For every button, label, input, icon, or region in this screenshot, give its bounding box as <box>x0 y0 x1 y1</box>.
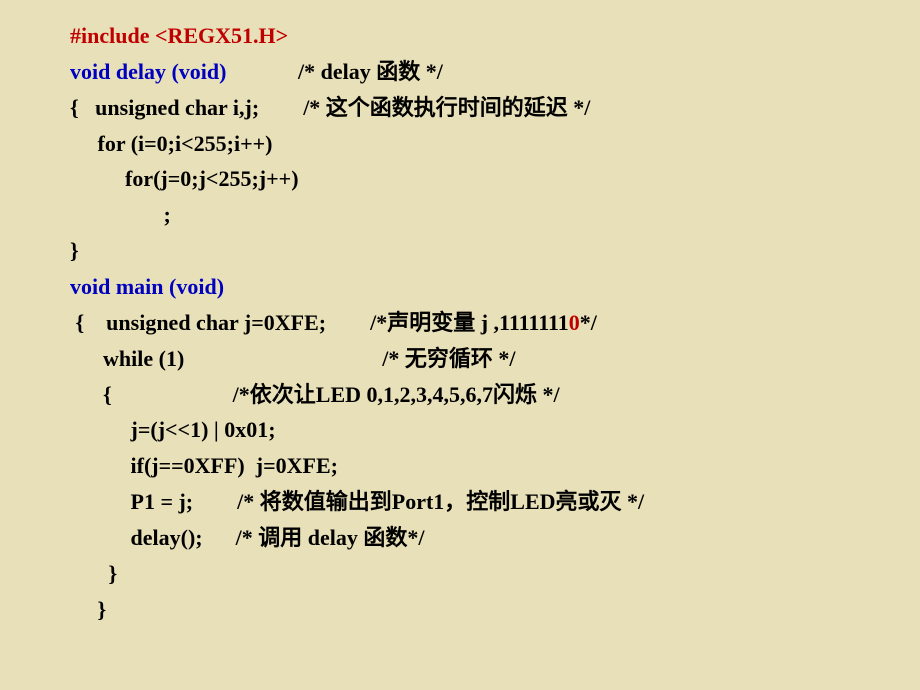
code-line-8: void main (void) <box>70 269 920 305</box>
for-j: for(j=0;j<255;j++) <box>70 166 299 191</box>
code-line-4: for (i=0;i<255;i++) <box>70 126 920 162</box>
close-brace-delay: } <box>70 238 79 263</box>
code-line-16: } <box>70 556 920 592</box>
delay-body-comment: /* 这个函数执行时间的延迟 */ <box>303 95 590 120</box>
code-line-1: #include <REGX51.H> <box>70 18 920 54</box>
led-seq-comment: /*依次让LED 0,1,2,3,4,5,6,7闪烁 */ <box>233 382 560 407</box>
if-reset: if(j==0XFF) j=0XFE; <box>70 453 338 478</box>
code-line-9: { unsigned char j=0XFE; /*声明变量 j ,111111… <box>70 305 920 341</box>
code-line-6: ; <box>70 197 920 233</box>
code-line-12: j=(j<<1) | 0x01; <box>70 412 920 448</box>
close-brace-main: } <box>70 597 106 622</box>
code-line-3: { unsigned char i,j; /* 这个函数执行时间的延迟 */ <box>70 90 920 126</box>
p1-comment: /* 将数值输出到Port1，控制LED亮或灭 */ <box>237 489 644 514</box>
code-line-17: } <box>70 592 920 628</box>
delay-decl: void delay (void) <box>70 59 226 84</box>
var-j-comment-post: */ <box>580 310 597 335</box>
p1-assign: P1 = j; <box>70 489 193 514</box>
delay-call: delay(); <box>70 525 203 550</box>
binary-last-bit: 0 <box>569 310 580 335</box>
code-line-10: while (1) /* 无穷循环 */ <box>70 341 920 377</box>
code-line-7: } <box>70 233 920 269</box>
for-i: for (i=0;i<255;i++) <box>70 131 272 156</box>
close-brace-while: } <box>70 561 117 586</box>
delay-call-comment: /* 调用 delay 函数*/ <box>236 525 425 550</box>
while-comment: /* 无穷循环 */ <box>382 346 515 371</box>
delay-comment: /* delay 函数 */ <box>298 59 443 84</box>
code-line-5: for(j=0;j<255;j++) <box>70 161 920 197</box>
var-j-comment-pre: /*声明变量 j ,1111111 <box>370 310 569 335</box>
var-decl-ij: { unsigned char i,j; <box>70 95 259 120</box>
shift-stmt: j=(j<<1) | 0x01; <box>70 417 276 442</box>
code-line-13: if(j==0XFF) j=0XFE; <box>70 448 920 484</box>
include-directive: #include <REGX51.H> <box>70 23 288 48</box>
code-line-2: void delay (void) /* delay 函数 */ <box>70 54 920 90</box>
code-line-11: { /*依次让LED 0,1,2,3,4,5,6,7闪烁 */ <box>70 377 920 413</box>
open-brace-while: { <box>70 382 112 407</box>
empty-stmt: ; <box>70 202 171 227</box>
while-1: while (1) <box>70 346 184 371</box>
code-line-14: P1 = j; /* 将数值输出到Port1，控制LED亮或灭 */ <box>70 484 920 520</box>
main-decl: void main (void) <box>70 274 224 299</box>
var-decl-j: { unsigned char j=0XFE; <box>70 310 326 335</box>
code-line-15: delay(); /* 调用 delay 函数*/ <box>70 520 920 556</box>
